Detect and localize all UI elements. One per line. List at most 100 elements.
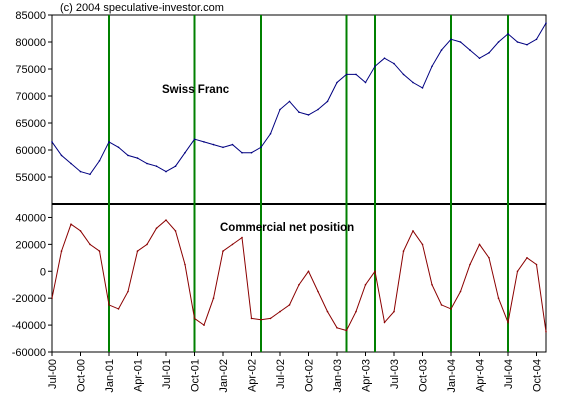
swiss-franc-point (269, 133, 272, 135)
swiss-franc-point (402, 73, 405, 76)
swiss-franc-ytick-label: 55000 (15, 172, 46, 184)
commercial-net-position-point (431, 283, 433, 286)
copyright-text: (c) 2004 speculative-investor.com (60, 2, 224, 14)
commercial-net-position-point (203, 324, 205, 326)
commercial-net-position-point (317, 290, 319, 293)
commercial-net-position-point (336, 327, 338, 329)
x-tick-label: Oct-03 (418, 359, 430, 392)
x-tick-label: Apr-02 (247, 359, 259, 392)
swiss-franc-ytick-label: 60000 (15, 145, 46, 157)
commercial-net-position-point (545, 331, 547, 333)
swiss-franc-point (488, 52, 490, 54)
swiss-franc-point (241, 151, 243, 154)
commercial-y-axis: 40000 20000 0 -20000 -40000 -60000 (12, 212, 52, 359)
swiss-franc-point (317, 108, 319, 111)
commercial-ytick-label: -40000 (12, 320, 46, 332)
swiss-franc-point (60, 154, 63, 157)
commercial-net-position-point (165, 219, 167, 221)
swiss-franc-point (51, 141, 53, 143)
swiss-franc-point (193, 138, 196, 140)
swiss-franc-point (108, 141, 110, 143)
commercial-net-position-point (374, 270, 376, 273)
swiss-franc-point (231, 143, 234, 146)
commercial-net-position-point (298, 283, 300, 286)
commercial-net-position-point (345, 329, 348, 332)
x-tick-label: Apr-03 (361, 359, 373, 392)
commercial-net-position-point (383, 321, 386, 324)
swiss-franc-point (450, 38, 452, 41)
commercial-net-position-point (364, 283, 367, 286)
x-tick-label: Jul-04 (503, 359, 515, 389)
commercial-net-position-point (326, 310, 329, 313)
swiss-franc-point (127, 154, 129, 157)
swiss-franc-point (459, 41, 462, 43)
commercial-net-position-point (127, 290, 129, 293)
swiss-franc-point (326, 100, 329, 103)
swiss-franc-point (383, 57, 386, 59)
swiss-franc-ytick-label: 80000 (15, 37, 46, 49)
swiss-franc-ytick-label: 85000 (15, 10, 46, 22)
swiss-franc-point (98, 160, 101, 162)
swiss-franc-point (374, 65, 376, 68)
swiss-franc-point (298, 111, 300, 113)
commercial-ytick-label: 0 (40, 266, 46, 278)
swiss-franc-point (545, 22, 547, 24)
swiss-franc-point (478, 57, 481, 59)
commercial-net-position-point (507, 321, 509, 324)
swiss-franc-point (136, 157, 139, 159)
commercial-net-position-point (60, 250, 63, 252)
swiss-franc-point (279, 108, 281, 111)
swiss-franc-point (535, 38, 538, 41)
swiss-franc-label: Swiss Franc (162, 84, 230, 96)
commercial-net-position-point (260, 318, 262, 321)
swiss-franc-point (165, 170, 167, 173)
commercial-net-position-point (402, 250, 405, 252)
commercial-net-position-point (488, 257, 490, 259)
commercial-net-position-point (412, 230, 414, 232)
commercial-net-position-label: Commercial net position (220, 222, 354, 234)
x-axis: Jul-00 Oct-00 Jan-01 Apr-01 Jul-01 Oct-01 Jan-… (47, 352, 544, 393)
swiss-franc-point (393, 62, 395, 65)
swiss-franc-point (70, 162, 72, 165)
swiss-franc-point (497, 41, 500, 43)
commercial-net-position-point (146, 243, 148, 246)
commercial-net-position-point (288, 304, 291, 306)
vertical-marker-lines (108, 15, 509, 352)
commercial-net-position-point (526, 257, 528, 259)
swiss-franc-point (421, 87, 424, 89)
x-tick-label: Apr-04 (475, 359, 487, 392)
commercial-net-position-point (108, 304, 110, 306)
swiss-franc-point (336, 81, 338, 84)
swiss-franc-y-axis: 55000 60000 65000 70000 75000 80000 85000 (15, 10, 52, 184)
commercial-net-position-point (269, 317, 272, 320)
swiss-franc-ytick-label: 65000 (15, 118, 46, 130)
commercial-ytick-label: -20000 (12, 293, 46, 305)
x-tick-label: Jan-01 (104, 359, 116, 393)
x-tick-label: Oct-00 (76, 359, 88, 392)
series-lines (51, 22, 547, 333)
commercial-net-position-point (440, 304, 443, 306)
commercial-net-position-point (231, 243, 234, 246)
commercial-net-position-point (250, 317, 253, 320)
swiss-franc-point (250, 151, 253, 154)
commercial-net-position-point (478, 243, 481, 246)
commercial-net-position-point (469, 263, 471, 266)
commercial-ytick-label: 20000 (15, 239, 46, 251)
swiss-franc-point (203, 141, 205, 143)
swiss-franc-ytick-label: 75000 (15, 64, 46, 76)
commercial-ytick-label: 40000 (15, 212, 46, 224)
commercial-net-position-point (184, 263, 186, 266)
swiss-franc-point (412, 81, 414, 84)
commercial-net-position-point (450, 308, 452, 310)
x-tick-label: Jul-02 (275, 359, 287, 389)
x-tick-label: Jan-02 (218, 359, 230, 393)
commercial-net-position-point (307, 270, 310, 273)
commercial-net-position-point (421, 243, 424, 246)
x-tick-label: Jul-01 (161, 359, 173, 389)
swiss-franc-point (307, 114, 310, 116)
commercial-net-position-point (136, 250, 139, 252)
x-tick-label: Jan-04 (446, 359, 458, 393)
swiss-franc-ytick-label: 70000 (15, 91, 46, 103)
x-tick-label: Jan-03 (332, 359, 344, 393)
